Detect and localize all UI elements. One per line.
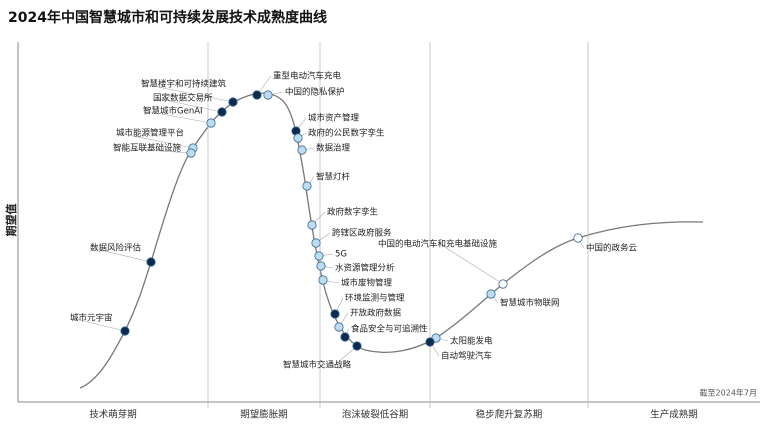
node-label: 太阳能发电 bbox=[450, 336, 493, 347]
node-marker bbox=[228, 97, 238, 107]
phase-label: 技术萌芽期 bbox=[89, 409, 137, 421]
node-label: 国家数据交易所 bbox=[153, 93, 213, 104]
leader-line bbox=[439, 243, 504, 285]
leader-line bbox=[334, 345, 358, 366]
phase-label: 稳步爬升复苏期 bbox=[476, 409, 543, 421]
node-marker bbox=[573, 233, 583, 243]
leader-line bbox=[117, 132, 194, 149]
node-label: 中国的隐私保护 bbox=[285, 87, 345, 98]
curve bbox=[79, 92, 704, 389]
node-marker bbox=[293, 133, 303, 143]
node-marker bbox=[120, 326, 130, 336]
node-marker bbox=[217, 107, 227, 117]
leader-line bbox=[91, 247, 152, 263]
node-marker bbox=[206, 118, 216, 128]
node-label: 数据风险评估 bbox=[90, 243, 142, 254]
node-marker bbox=[425, 337, 435, 347]
leader-line bbox=[71, 317, 126, 332]
node-label: 5G bbox=[335, 250, 347, 260]
leader-line bbox=[154, 97, 223, 113]
node-marker bbox=[311, 238, 321, 248]
node-label: 开放政府数据 bbox=[350, 308, 402, 319]
node-label: 数据治理 bbox=[316, 143, 351, 154]
node-marker bbox=[330, 309, 340, 319]
node-marker bbox=[334, 322, 344, 332]
node-label: 政府的公民数字孪生 bbox=[308, 128, 385, 139]
node-marker bbox=[297, 145, 307, 155]
phase-label: 生产成熟期 bbox=[650, 409, 698, 421]
leader-line bbox=[144, 110, 212, 124]
leader-line bbox=[114, 147, 192, 154]
phase-label: 泡沫破裂低谷期 bbox=[342, 409, 409, 421]
node-label: 环境监测与管理 bbox=[345, 293, 405, 304]
node-marker bbox=[302, 181, 312, 191]
node-label: 智能互联基础设施 bbox=[113, 143, 182, 154]
node-marker bbox=[314, 251, 324, 261]
y-axis-label: 期望值 bbox=[4, 204, 18, 237]
node-marker bbox=[186, 148, 196, 158]
node-label: 跨辖区政府服务 bbox=[332, 228, 392, 239]
node-label: 食品安全与可追溯性 bbox=[351, 324, 428, 335]
node-marker bbox=[352, 341, 362, 351]
node-label: 智慧城市物联网 bbox=[500, 298, 560, 309]
node-marker bbox=[252, 90, 262, 100]
node-label: 自动驾驶汽车 bbox=[441, 351, 492, 362]
title: 2024年中国智慧城市和可持续发展技术成熟度曲线 bbox=[8, 9, 327, 26]
node-label: 城市资产管理 bbox=[308, 113, 360, 124]
note: 截至2024年7月 bbox=[700, 388, 757, 398]
node-label: 中国的电动汽车和充电基础设施 bbox=[378, 239, 498, 250]
node-marker bbox=[340, 332, 350, 342]
node-marker bbox=[316, 261, 326, 271]
node-label: 智慧灯杆 bbox=[316, 172, 351, 183]
phase-label: 期望膨胀期 bbox=[240, 409, 288, 421]
node-label: 智慧城市交通战略 bbox=[283, 360, 352, 371]
node-label: 重型电动汽车充电 bbox=[273, 71, 342, 82]
node-label: 中国的政务云 bbox=[586, 243, 638, 254]
node-label: 水资源管理分析 bbox=[335, 263, 395, 274]
node-label: 智慧楼宇和可持续建筑 bbox=[141, 79, 227, 90]
node-label: 智慧城市GenAI bbox=[143, 106, 203, 117]
node-marker bbox=[307, 220, 317, 230]
node-marker bbox=[486, 289, 496, 299]
node-marker bbox=[318, 275, 328, 285]
node-marker bbox=[498, 279, 508, 289]
node-label: 城市废物管理 bbox=[341, 278, 393, 289]
node-marker bbox=[146, 257, 156, 267]
node-label: 城市能源管理平台 bbox=[116, 128, 184, 139]
leader-line bbox=[142, 83, 234, 103]
node-marker bbox=[263, 90, 273, 100]
node-label: 政府数字孪生 bbox=[327, 207, 379, 218]
node-label: 城市元宇宙 bbox=[70, 313, 113, 324]
